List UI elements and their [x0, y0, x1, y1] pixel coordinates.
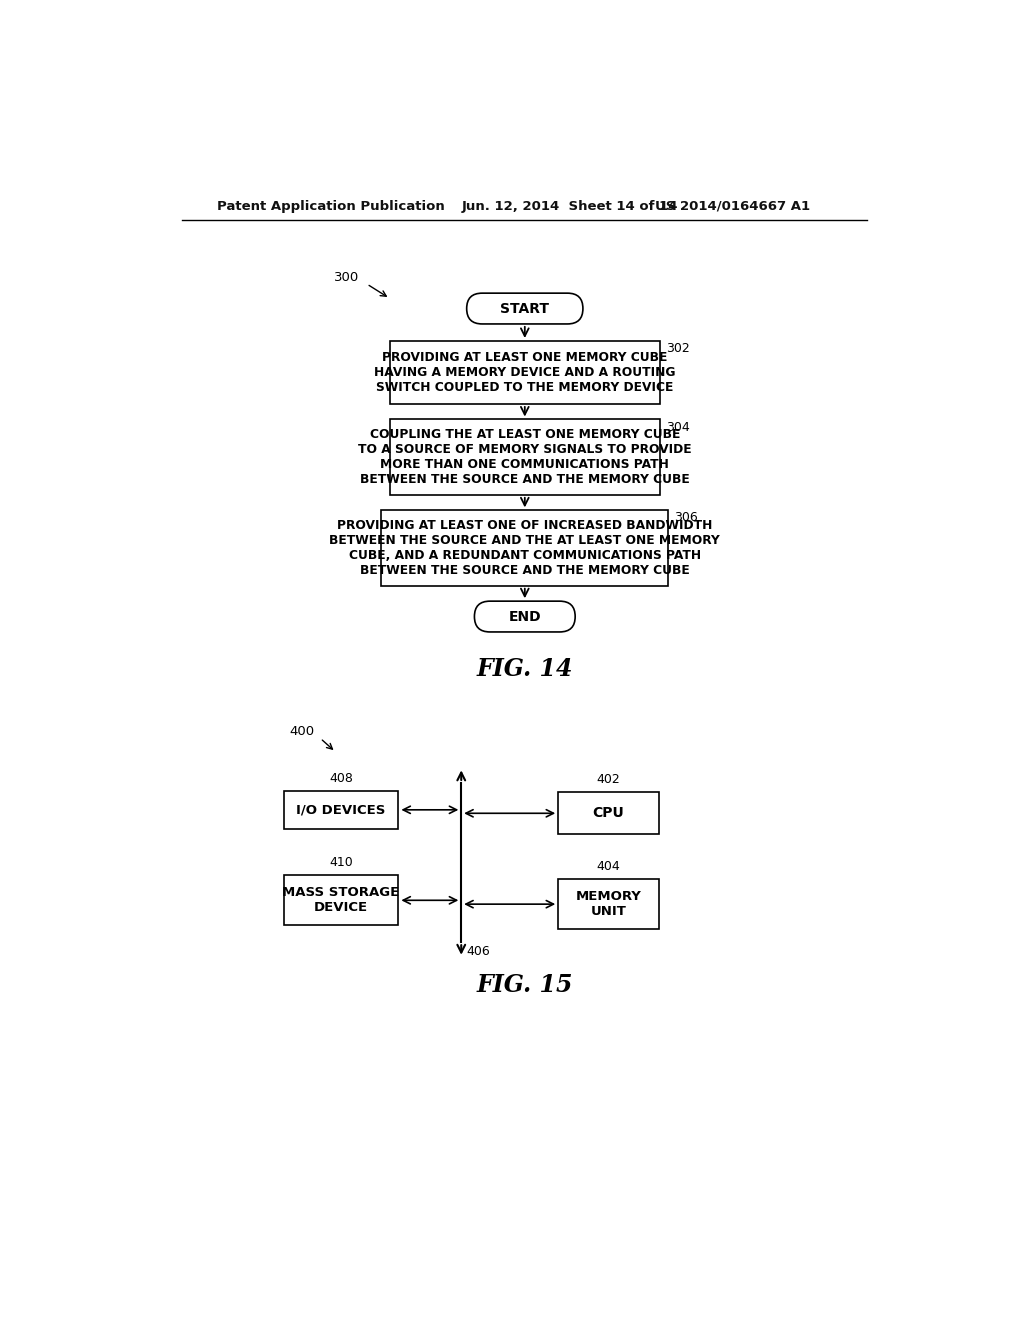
Text: I/O DEVICES: I/O DEVICES [296, 804, 386, 816]
FancyBboxPatch shape [467, 293, 583, 323]
Text: COUPLING THE AT LEAST ONE MEMORY CUBE
TO A SOURCE OF MEMORY SIGNALS TO PROVIDE
M: COUPLING THE AT LEAST ONE MEMORY CUBE TO… [358, 428, 691, 486]
Text: 408: 408 [329, 772, 353, 785]
Text: MEMORY
UNIT: MEMORY UNIT [575, 890, 641, 919]
FancyBboxPatch shape [284, 875, 398, 925]
FancyBboxPatch shape [558, 792, 658, 834]
FancyBboxPatch shape [390, 341, 659, 404]
Text: 402: 402 [597, 774, 621, 787]
FancyBboxPatch shape [390, 420, 659, 495]
FancyBboxPatch shape [474, 601, 575, 632]
Text: 404: 404 [597, 861, 621, 874]
FancyBboxPatch shape [558, 879, 658, 929]
Text: PROVIDING AT LEAST ONE OF INCREASED BANDWIDTH
BETWEEN THE SOURCE AND THE AT LEAS: PROVIDING AT LEAST ONE OF INCREASED BAND… [330, 519, 720, 577]
Text: 400: 400 [289, 725, 314, 738]
Text: 410: 410 [330, 857, 353, 870]
Text: START: START [501, 301, 549, 315]
FancyBboxPatch shape [284, 791, 398, 829]
Text: US 2014/0164667 A1: US 2014/0164667 A1 [655, 199, 810, 213]
Text: 302: 302 [666, 342, 689, 355]
Text: Patent Application Publication: Patent Application Publication [217, 199, 444, 213]
Text: 300: 300 [334, 271, 359, 284]
Text: 406: 406 [466, 945, 489, 958]
FancyBboxPatch shape [381, 511, 669, 586]
Text: END: END [509, 610, 541, 623]
Text: FIG. 15: FIG. 15 [476, 973, 573, 997]
Text: FIG. 14: FIG. 14 [476, 657, 573, 681]
Text: Jun. 12, 2014  Sheet 14 of 14: Jun. 12, 2014 Sheet 14 of 14 [461, 199, 678, 213]
Text: MASS STORAGE
DEVICE: MASS STORAGE DEVICE [283, 886, 399, 915]
Text: 306: 306 [675, 511, 698, 524]
Text: PROVIDING AT LEAST ONE MEMORY CUBE
HAVING A MEMORY DEVICE AND A ROUTING
SWITCH C: PROVIDING AT LEAST ONE MEMORY CUBE HAVIN… [374, 351, 676, 393]
Text: 304: 304 [666, 421, 689, 434]
Text: CPU: CPU [593, 807, 625, 820]
